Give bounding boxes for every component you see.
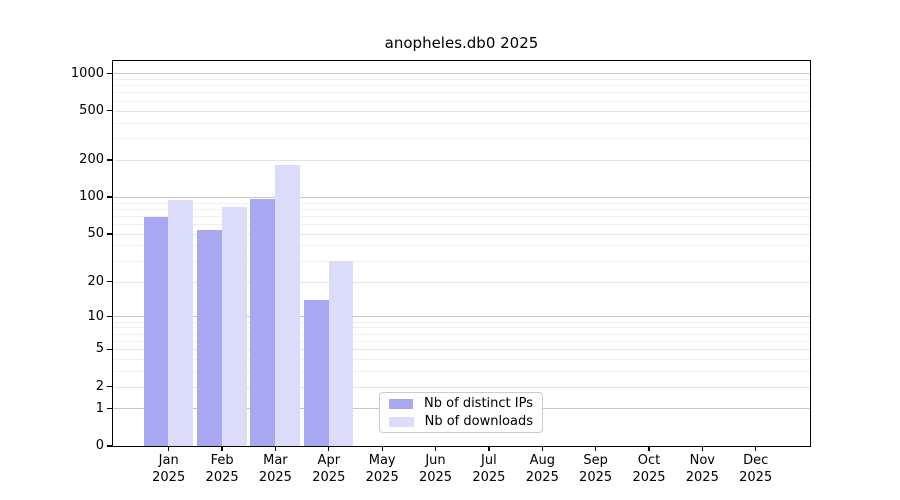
y-tick-mark-20 bbox=[106, 281, 112, 283]
bar-distinct-ips-mar bbox=[250, 198, 276, 446]
x-tick-mark-nov bbox=[701, 447, 703, 452]
y-tick-mark-5 bbox=[106, 348, 112, 351]
gridline-8 bbox=[112, 327, 810, 329]
x-tick-mark-oct bbox=[648, 447, 650, 452]
gridline-7 bbox=[112, 333, 810, 335]
plot-area bbox=[111, 59, 811, 447]
x-tick-mark-jul bbox=[488, 447, 490, 452]
x-tick-label-feb: Feb 2025 bbox=[205, 453, 239, 485]
y-tick-label-2: 2 bbox=[95, 378, 104, 394]
x-tick-label-jul: Jul 2025 bbox=[472, 453, 506, 485]
gridline-80 bbox=[112, 208, 810, 210]
bar-distinct-ips-feb bbox=[197, 229, 222, 446]
x-tick-label-nov: Nov 2025 bbox=[685, 453, 719, 485]
x-tick-label-oct: Oct 2025 bbox=[632, 453, 666, 485]
x-tick-label-jun: Jun 2025 bbox=[418, 453, 453, 485]
gridline-3 bbox=[112, 370, 810, 372]
legend-item-downloads: Nb of downloads bbox=[389, 414, 533, 429]
legend: Nb of distinct IPs Nb of downloads bbox=[379, 392, 543, 433]
x-tick-label-mar: Mar 2025 bbox=[258, 453, 292, 485]
gridline-20 bbox=[112, 281, 810, 283]
legend-label-distinct-ips: Nb of distinct IPs bbox=[424, 396, 533, 411]
y-tick-label-20: 20 bbox=[87, 273, 104, 289]
y-tick-label-1000: 1000 bbox=[70, 65, 104, 81]
y-tick-mark-1000 bbox=[106, 72, 112, 75]
gridline-300 bbox=[112, 137, 810, 139]
gridline-700 bbox=[112, 92, 810, 94]
gridline-500 bbox=[112, 110, 810, 112]
gridline-2 bbox=[112, 386, 810, 388]
gridline-40 bbox=[112, 245, 810, 247]
y-tick-mark-2 bbox=[106, 386, 112, 388]
gridline-60 bbox=[112, 224, 810, 226]
bar-distinct-ips-apr bbox=[303, 299, 329, 446]
gridline-70 bbox=[112, 215, 810, 217]
gridline-1000 bbox=[112, 73, 810, 75]
x-tick-label-jan: Jan 2025 bbox=[152, 453, 186, 485]
gridline-200 bbox=[112, 159, 810, 161]
gridline-6 bbox=[112, 340, 810, 342]
gridline-900 bbox=[112, 78, 810, 80]
y-tick-label-10: 10 bbox=[87, 308, 104, 324]
x-tick-label-aug: Aug 2025 bbox=[525, 453, 559, 485]
bar-downloads-feb bbox=[221, 207, 247, 446]
gridline-30 bbox=[112, 260, 810, 262]
y-tick-label-5: 5 bbox=[95, 341, 104, 357]
bar-downloads-apr bbox=[328, 260, 354, 446]
x-tick-mark-feb bbox=[221, 447, 223, 452]
x-tick-mark-jan bbox=[168, 447, 170, 452]
legend-swatch-downloads bbox=[389, 416, 414, 427]
x-tick-mark-sep bbox=[594, 447, 597, 452]
legend-swatch-distinct-ips bbox=[389, 398, 414, 409]
x-tick-label-apr: Apr 2025 bbox=[312, 453, 346, 485]
y-tick-mark-100 bbox=[106, 196, 112, 198]
y-tick-label-100: 100 bbox=[79, 189, 104, 205]
x-tick-mark-mar bbox=[274, 447, 277, 452]
chart-title: anopheles.db0 2025 bbox=[384, 34, 539, 52]
bar-downloads-jan bbox=[168, 199, 194, 446]
y-tick-label-0: 0 bbox=[95, 438, 104, 453]
y-tick-mark-0 bbox=[106, 445, 112, 447]
x-tick-label-sep: Sep 2025 bbox=[579, 453, 613, 485]
x-tick-label-may: May 2025 bbox=[365, 453, 399, 485]
gridline-9 bbox=[112, 321, 810, 323]
y-tick-mark-10 bbox=[106, 316, 112, 318]
bar-downloads-mar bbox=[275, 165, 300, 446]
gridline-400 bbox=[112, 122, 810, 124]
gridline-100 bbox=[112, 196, 810, 198]
y-tick-label-1: 1 bbox=[95, 400, 104, 416]
gridline-10 bbox=[112, 316, 810, 318]
y-tick-mark-50 bbox=[106, 233, 112, 235]
gridline-90 bbox=[112, 202, 810, 204]
x-tick-mark-apr bbox=[328, 447, 330, 452]
y-tick-mark-500 bbox=[106, 110, 112, 112]
y-tick-label-50: 50 bbox=[87, 226, 104, 241]
bar-distinct-ips-jan bbox=[143, 217, 169, 446]
x-tick-mark-jun bbox=[434, 447, 437, 452]
x-tick-mark-dec bbox=[755, 447, 757, 452]
gridline-600 bbox=[112, 100, 810, 102]
x-tick-mark-aug bbox=[541, 447, 543, 452]
legend-item-distinct-ips: Nb of distinct IPs bbox=[389, 396, 533, 411]
y-tick-label-500: 500 bbox=[79, 102, 104, 118]
y-tick-label-200: 200 bbox=[79, 152, 104, 167]
x-tick-mark-may bbox=[381, 447, 383, 452]
y-tick-mark-200 bbox=[106, 159, 112, 161]
gridline-5 bbox=[112, 349, 810, 351]
x-tick-label-dec: Dec 2025 bbox=[739, 453, 773, 485]
legend-label-downloads: Nb of downloads bbox=[424, 414, 533, 429]
gridline-50 bbox=[112, 233, 810, 235]
gridline-4 bbox=[112, 358, 810, 360]
gridline-800 bbox=[112, 85, 810, 87]
y-tick-mark-1 bbox=[106, 407, 112, 410]
